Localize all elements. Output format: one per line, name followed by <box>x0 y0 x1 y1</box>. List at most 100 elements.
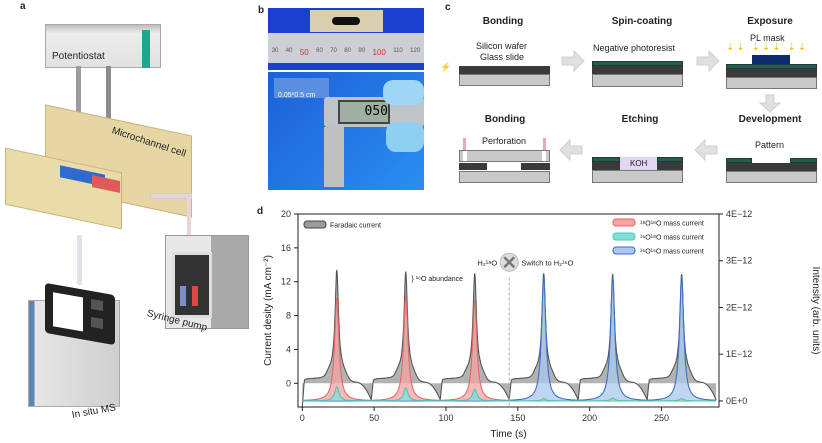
arrow-right-icon <box>561 49 585 73</box>
y2-tick-label: 2E−12 <box>726 302 752 312</box>
tube <box>150 193 192 199</box>
x-tick-label: 200 <box>582 413 597 423</box>
plot-frame <box>297 213 720 408</box>
y2-tick-label: 3E−12 <box>726 256 752 266</box>
panel-d-label: d <box>257 206 264 217</box>
silicon-layer <box>521 163 550 170</box>
valve-handle-icon <box>503 256 516 269</box>
y-tick-label: 8 <box>286 311 291 321</box>
panel-c-label: c <box>445 2 451 13</box>
x-tick-label: 100 <box>438 413 453 423</box>
silicon-layer <box>726 163 817 171</box>
legend-label: ¹⁶O¹⁸O mass current <box>640 235 704 242</box>
legend-swatch <box>612 246 636 255</box>
syringe-pump <box>165 235 249 329</box>
glass-layer <box>726 171 817 183</box>
legend-swatch <box>612 232 636 241</box>
silicon-layer <box>459 66 550 74</box>
koh-label: KOH <box>630 159 648 168</box>
silicon-layer <box>592 66 683 74</box>
uv-arrows-icon: ⇣⇣ ⇣⇣⇣ ⇣⇣ <box>726 42 809 53</box>
before-switch-label: H₂¹⁸O <box>477 258 497 267</box>
hole <box>542 151 546 161</box>
pl-mask-label: PL mask <box>750 33 785 43</box>
photoresist-label: Negative photoresist <box>593 43 676 53</box>
tube <box>187 195 191 260</box>
panel-a-label: a <box>20 1 26 12</box>
legend-label: ¹⁸O¹⁸O mass current <box>640 221 704 228</box>
y-tick-label: 12 <box>281 277 291 287</box>
glass-layer <box>592 170 683 183</box>
x-tick-label: 150 <box>510 413 525 423</box>
arrow-down-icon <box>758 94 782 113</box>
step-title: Development <box>738 114 802 125</box>
o16o18-mass-current-line <box>302 386 717 402</box>
x-tick-label: 50 <box>369 413 379 423</box>
silicon-layer <box>592 162 620 170</box>
ruler-photo: 30 40 50 60 70 80 90 100 110 120 <box>268 8 424 70</box>
perforation-mark <box>543 138 546 150</box>
koh-etch <box>620 157 657 170</box>
y2-tick-label: 1E−12 <box>726 349 752 359</box>
perforation-mark <box>463 138 466 150</box>
glass-layer <box>726 77 817 89</box>
tube <box>77 235 82 285</box>
silicon-layer <box>726 69 817 77</box>
photoresist-layer <box>592 61 683 66</box>
x-axis-label: Time (s) <box>490 429 526 440</box>
glass-slide-label: Glass slide <box>480 52 525 62</box>
ruler-ticks: 30 40 50 60 70 80 90 100 110 120 <box>271 48 421 57</box>
pattern-label: Pattern <box>755 140 785 150</box>
photoresist-layer <box>790 158 817 163</box>
photoresist-layer <box>726 158 752 163</box>
legend-label: ¹⁶O¹⁶O mass current <box>640 249 704 256</box>
arrow-left-icon <box>694 138 718 162</box>
photoresist-layer <box>726 64 817 69</box>
y-axis-label: Current desity (mA cm⁻²) <box>263 255 274 366</box>
y-tick-label: 4 <box>286 344 291 354</box>
photoresist-layer <box>657 157 683 162</box>
o16o16-mass-current-fill <box>302 277 717 401</box>
silicon-wafer-label: Silicon wafer <box>476 41 528 51</box>
pl-mask <box>752 55 790 64</box>
y2-tick-label: 0E+0 <box>726 396 747 406</box>
potentiostat <box>45 24 161 68</box>
voltage-icon: ⚡ <box>440 62 452 72</box>
silicon-layer <box>657 162 683 170</box>
hole <box>463 151 467 161</box>
abundance-label: } ¹⁶O abundance <box>412 276 464 283</box>
y-tick-label: 16 <box>281 243 291 253</box>
step-title: Spin-coating <box>611 16 673 27</box>
panel-b-label: b <box>258 5 265 16</box>
legend-swatch <box>612 218 636 227</box>
glass-layer <box>459 74 550 86</box>
o18o18-mass-current-fill <box>302 295 717 401</box>
arrow-left-icon <box>559 138 583 162</box>
y-tick-label: 20 <box>281 209 291 219</box>
step-title: Bonding <box>484 114 526 125</box>
silicon-layer <box>459 163 487 170</box>
caliper-photo: 0.05*0.5 cm 050 <box>268 72 424 190</box>
caliper-reading: 050 <box>338 100 390 124</box>
legend-label-faradaic: Faradaic current <box>330 223 381 230</box>
legend-swatch-faradaic <box>303 220 327 229</box>
x-tick-label: 250 <box>654 413 669 423</box>
perforation-label: Perforation <box>482 136 527 146</box>
switch-label: Switch to H₂¹⁶O <box>521 258 573 267</box>
step-title: Etching <box>621 114 659 125</box>
step-title: Bonding <box>482 16 524 27</box>
glass-layer <box>592 74 683 87</box>
arrow-right-icon <box>696 49 720 73</box>
y-tick-label: 0 <box>286 378 291 388</box>
photoresist-layer <box>592 157 620 162</box>
mass-spectrometer <box>28 282 120 407</box>
size-label: 0.05*0.5 cm <box>278 92 316 99</box>
potentiostat-label: Potentiostat <box>52 51 105 62</box>
glass-layer <box>459 171 550 183</box>
chart: 0 50 100 150 200 250 0 4 8 12 16 20 0E+0 1E−12 2E−12 3E… <box>263 209 821 440</box>
x-tick-label: 0 <box>300 413 305 423</box>
y2-axis-label: Intensity (arb. units) <box>810 267 821 355</box>
step-title: Exposure <box>747 16 793 27</box>
y2-tick-label: 4E−12 <box>726 209 752 219</box>
